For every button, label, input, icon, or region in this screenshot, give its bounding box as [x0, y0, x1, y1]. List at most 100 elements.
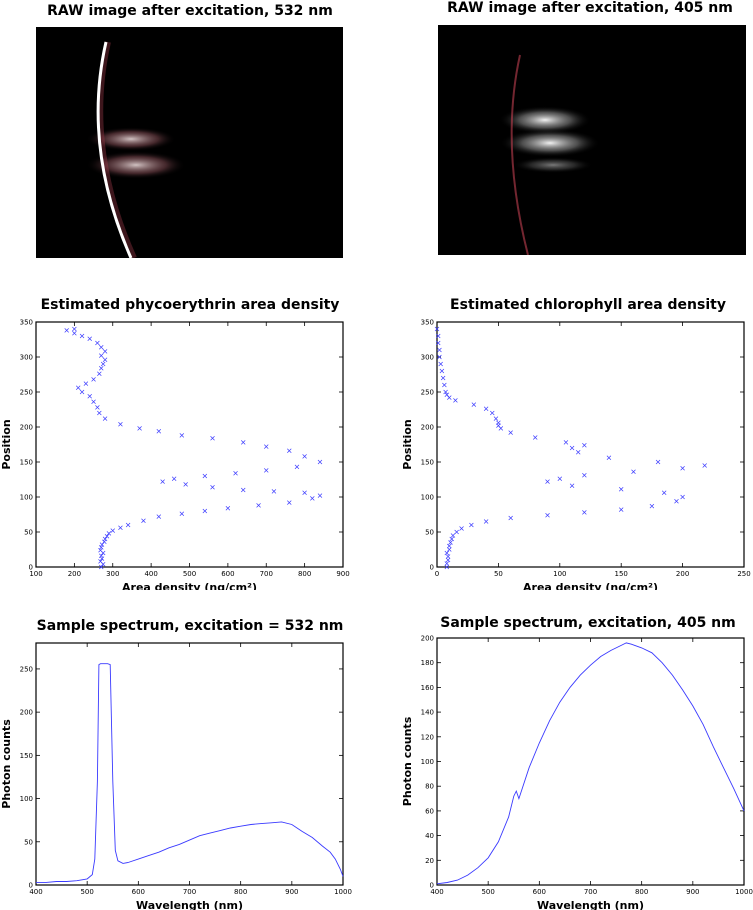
phyco-point — [183, 482, 188, 487]
chloro-point — [450, 533, 456, 538]
raw-532-title: RAW image after excitation, 532 nm — [47, 3, 333, 19]
phyco-point — [202, 473, 208, 479]
phyco-point — [102, 349, 108, 354]
spec405-plot-frame — [436, 637, 745, 886]
chloro-point — [493, 416, 499, 421]
chloro-point — [575, 449, 581, 455]
chloro-point — [471, 402, 477, 407]
phyco-point — [137, 426, 142, 431]
phyco-ytick-label: 200 — [20, 424, 33, 432]
spec532-chart-title: Sample spectrum, excitation = 532 nm — [36, 618, 344, 634]
chloro-xtick-label: 150 — [615, 570, 628, 578]
spec532-xtick-label: 900 — [285, 888, 298, 896]
phyco-point — [287, 448, 292, 454]
phyco-point — [240, 487, 246, 493]
spec405-xtick-label: 500 — [481, 888, 494, 896]
spec532-ytick-label: 250 — [20, 665, 33, 673]
chloro-point — [606, 455, 612, 461]
phyco-point — [240, 440, 246, 445]
spec405-xtick-label: 900 — [686, 888, 699, 896]
chloro-ytick-label: 100 — [421, 494, 434, 502]
raw-image-532 — [36, 27, 343, 258]
phyco-point — [98, 353, 104, 358]
chloro-plot-frame — [436, 321, 745, 568]
chloro-point — [545, 479, 550, 484]
chloro-point — [435, 340, 441, 346]
chloro-point — [631, 469, 636, 475]
chloro-point — [454, 529, 459, 535]
chloro-point — [444, 392, 450, 398]
phyco-chart-title: Estimated phycoerythrin area density — [40, 297, 340, 313]
chloro-point — [444, 550, 450, 556]
phyco-xtick-label: 900 — [336, 570, 349, 578]
phyco-xtick-label: 800 — [298, 570, 311, 578]
chloro-point — [437, 354, 442, 360]
raw-405-band-upper — [499, 106, 591, 134]
spec405-ytick-label: 160 — [421, 684, 434, 692]
chloro-point — [508, 515, 513, 521]
spec405-xtick-label: 700 — [584, 888, 597, 896]
chloro-ylabel: Position — [401, 419, 414, 469]
raw-405-band-faint — [513, 157, 593, 173]
chloro-point — [655, 459, 661, 465]
phyco-point — [102, 536, 108, 542]
spec532-ytick-label: 150 — [20, 752, 33, 760]
spec532-plot-frame — [35, 642, 344, 886]
phyco-point — [118, 525, 123, 531]
spec405-ytick-label: 80 — [425, 783, 434, 791]
chloro-point — [661, 490, 667, 496]
phyco-point — [160, 479, 165, 484]
chloro-point — [434, 326, 440, 332]
chloro-point — [563, 440, 569, 445]
phyco-point — [104, 533, 110, 539]
spec405-ylabel: Photon counts — [401, 716, 414, 806]
chloro-ytick-label: 0 — [430, 564, 434, 572]
chloro-xtick-label: 50 — [494, 570, 503, 578]
phyco-point — [202, 508, 208, 514]
phyco-ytick-label: 300 — [20, 354, 33, 362]
phyco-point — [64, 328, 69, 333]
spec405-ytick-label: 200 — [421, 635, 434, 643]
phyco-ytick-label: 250 — [20, 389, 33, 397]
spec405-ytick-label: 0 — [430, 882, 434, 890]
phyco-point — [317, 493, 323, 498]
spec405-chart-title: Sample spectrum, excitation, 405 nm — [440, 615, 736, 631]
raw-532-arc — [96, 41, 133, 258]
phyco-point — [95, 405, 100, 410]
phyco-point — [98, 545, 104, 550]
phyco-chart: 100 200 300 400 500 600 700 800 900 0 50 100 150 200 2… — [0, 319, 350, 591]
phyco-point — [317, 459, 323, 465]
phyco-point — [264, 468, 269, 473]
raw-image-405 — [438, 25, 746, 255]
phyco-point — [91, 399, 96, 405]
chloro-point — [557, 476, 563, 482]
chloro-point — [508, 430, 513, 435]
spec532-xlabel: Wavelength (nm) — [136, 899, 243, 910]
chloro-point — [569, 445, 575, 451]
phyco-point — [302, 490, 307, 496]
chloro-point — [702, 463, 707, 468]
phyco-point — [87, 393, 92, 399]
phyco-point — [118, 421, 123, 427]
spec405-ytick-label: 140 — [421, 709, 434, 717]
spec532-ytick-label: 100 — [20, 795, 33, 803]
chloro-xtick-label: 200 — [676, 570, 689, 578]
spec532-ytick-label: 200 — [20, 709, 33, 717]
spec405-ytick-label: 40 — [425, 832, 434, 840]
chloro-point — [569, 483, 575, 489]
spec405-xtick-label: 400 — [430, 888, 443, 896]
chloro-point — [444, 561, 450, 566]
chloro-ytick-label: 50 — [425, 529, 434, 537]
chloro-point — [545, 512, 550, 518]
spec405-ytick-label: 100 — [421, 758, 434, 766]
phyco-point — [233, 470, 238, 476]
phyco-point — [179, 433, 185, 438]
chloro-point — [496, 420, 501, 426]
raw-532-arc-glow — [97, 41, 137, 258]
spec532-chart: 400 500 600 700 800 900 1000 0 50 100 150 200 250 Wav… — [0, 642, 352, 910]
phyco-point — [125, 522, 131, 528]
chloro-point — [680, 466, 685, 471]
raw-image-405-render — [499, 54, 600, 255]
chloro-point — [445, 554, 451, 559]
spec405-xtick-label: 1000 — [735, 888, 753, 896]
